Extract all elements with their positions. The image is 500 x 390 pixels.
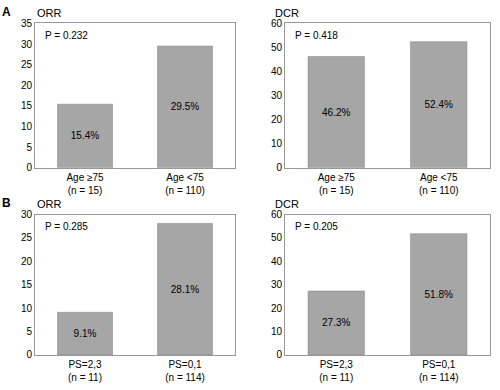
svg-text:DCR: DCR (275, 198, 299, 210)
svg-text:29.5%: 29.5% (171, 101, 199, 112)
svg-text:10: 10 (271, 326, 283, 337)
svg-text:0: 0 (276, 349, 282, 360)
svg-text:9.1%: 9.1% (74, 328, 97, 339)
svg-text:PS=2,3(n = 11): PS=2,3(n = 11) (68, 359, 102, 383)
svg-text:51.8%: 51.8% (425, 289, 453, 300)
svg-text:5: 5 (26, 326, 32, 337)
svg-text:ORR: ORR (37, 198, 62, 210)
svg-text:A: A (2, 5, 11, 19)
svg-text:Age <75(n = 110): Age <75(n = 110) (165, 172, 205, 196)
svg-text:P = 0.418: P = 0.418 (295, 30, 338, 41)
svg-text:20: 20 (271, 114, 283, 125)
svg-text:B: B (2, 196, 11, 210)
svg-text:PS=0,1(n = 114): PS=0,1(n = 114) (419, 359, 459, 383)
svg-text:PS=0,1(n = 114): PS=0,1(n = 114) (165, 359, 205, 383)
svg-text:50: 50 (271, 42, 283, 53)
svg-text:0: 0 (26, 162, 32, 173)
svg-text:27.3%: 27.3% (322, 317, 350, 328)
svg-text:40: 40 (271, 256, 283, 267)
svg-text:30: 30 (271, 90, 283, 101)
svg-text:0: 0 (276, 162, 282, 173)
svg-text:25: 25 (21, 59, 33, 70)
svg-text:30: 30 (21, 39, 33, 50)
svg-text:Age ≥75(n = 15): Age ≥75(n = 15) (318, 172, 356, 196)
svg-text:0: 0 (26, 349, 32, 360)
svg-text:30: 30 (271, 279, 283, 290)
svg-text:P = 0.232: P = 0.232 (45, 30, 88, 41)
svg-text:28.1%: 28.1% (171, 284, 199, 295)
svg-text:PS=2,3(n = 11): PS=2,3(n = 11) (319, 359, 353, 383)
svg-text:15.4%: 15.4% (71, 130, 99, 141)
svg-text:15: 15 (21, 279, 33, 290)
svg-text:20: 20 (21, 256, 33, 267)
svg-text:5: 5 (26, 142, 32, 153)
svg-text:ORR: ORR (37, 7, 62, 19)
svg-text:52.4%: 52.4% (425, 99, 453, 110)
svg-text:20: 20 (271, 303, 283, 314)
svg-text:Age <75(n = 110): Age <75(n = 110) (419, 172, 459, 196)
svg-text:20: 20 (21, 80, 33, 91)
svg-text:15: 15 (21, 100, 33, 111)
svg-text:35: 35 (21, 18, 33, 29)
svg-text:Age ≥75(n = 15): Age ≥75(n = 15) (66, 172, 104, 196)
svg-text:40: 40 (271, 66, 283, 77)
svg-text:10: 10 (271, 138, 283, 149)
svg-text:46.2%: 46.2% (322, 107, 350, 118)
svg-text:60: 60 (271, 209, 283, 220)
svg-text:10: 10 (21, 303, 33, 314)
svg-text:25: 25 (21, 232, 33, 243)
svg-text:60: 60 (271, 18, 283, 29)
svg-text:10: 10 (21, 121, 33, 132)
svg-text:P = 0.205: P = 0.205 (295, 221, 338, 232)
svg-text:DCR: DCR (275, 7, 299, 19)
svg-text:30: 30 (21, 209, 33, 220)
svg-text:P = 0.285: P = 0.285 (45, 221, 88, 232)
svg-text:50: 50 (271, 232, 283, 243)
